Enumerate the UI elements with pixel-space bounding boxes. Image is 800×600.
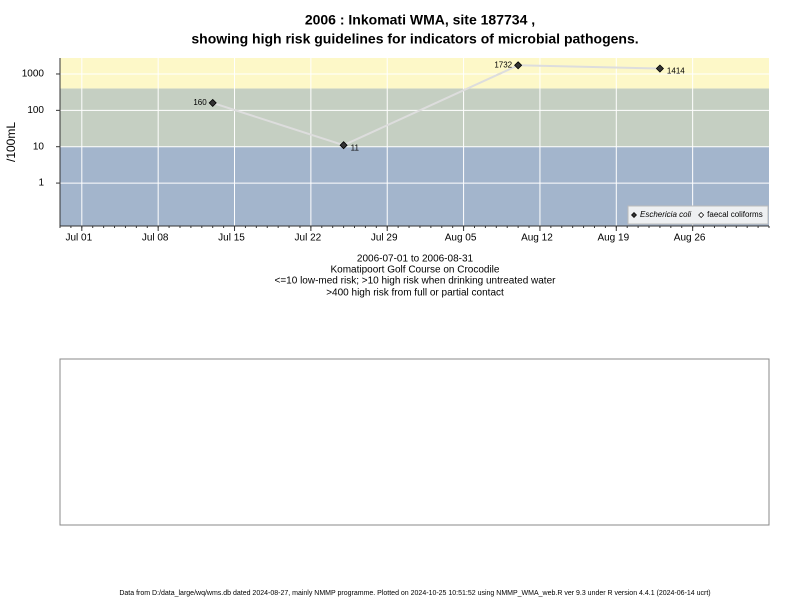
x-tick-label: Jul 29 (371, 233, 398, 244)
legend-label: Eschericia coli (640, 210, 691, 219)
value-label: 1414 (667, 67, 685, 76)
legend-label: faecal coliforms (707, 210, 763, 219)
x-tick-label: Aug 19 (597, 233, 629, 244)
x-tick-label: Aug 05 (445, 233, 477, 244)
chart-title: showing high risk guidelines for indicat… (191, 31, 638, 47)
x-tick-label: Aug 26 (674, 233, 706, 244)
data-point (339, 141, 348, 150)
x-tick-label: Aug 12 (521, 233, 553, 244)
series-line (212, 64, 660, 147)
legend-marker (631, 212, 637, 218)
footer: Data from D:/data_large/wq/wms.db dated … (119, 590, 710, 597)
value-label: 160 (193, 98, 207, 107)
note: 2006-07-01 to 2006-08-31 (357, 254, 474, 265)
y-tick-label: 1 (38, 178, 44, 189)
note: <=10 low-med risk; >10 high risk when dr… (275, 276, 557, 287)
chart-title: 2006 : Inkomati WMA, site 187734 , (305, 12, 535, 28)
data-point (655, 64, 664, 73)
value-label: 11 (351, 143, 360, 152)
legend-box (627, 205, 769, 225)
data-point (514, 61, 523, 70)
x-tick-label: Jul 15 (218, 233, 245, 244)
value-label: 1732 (494, 60, 512, 69)
x-tick-label: Jul 01 (65, 233, 92, 244)
legend-marker (698, 212, 705, 218)
y-tick-label: 1000 (22, 69, 45, 80)
x-tick-label: Jul 22 (295, 233, 322, 244)
risk-band (60, 58, 769, 89)
y-tick-label: 100 (27, 105, 44, 116)
y-tick-label: 10 (33, 141, 45, 152)
y-axis-label: /100mL (4, 122, 18, 162)
data-point (208, 98, 217, 107)
risk-band (60, 88, 769, 147)
empty-panel (59, 358, 770, 526)
note: >400 high risk from full or partial cont… (326, 288, 504, 299)
note: Komatipoort Golf Course on Crocodile (331, 265, 500, 276)
x-tick-label: Jul 08 (142, 233, 169, 244)
